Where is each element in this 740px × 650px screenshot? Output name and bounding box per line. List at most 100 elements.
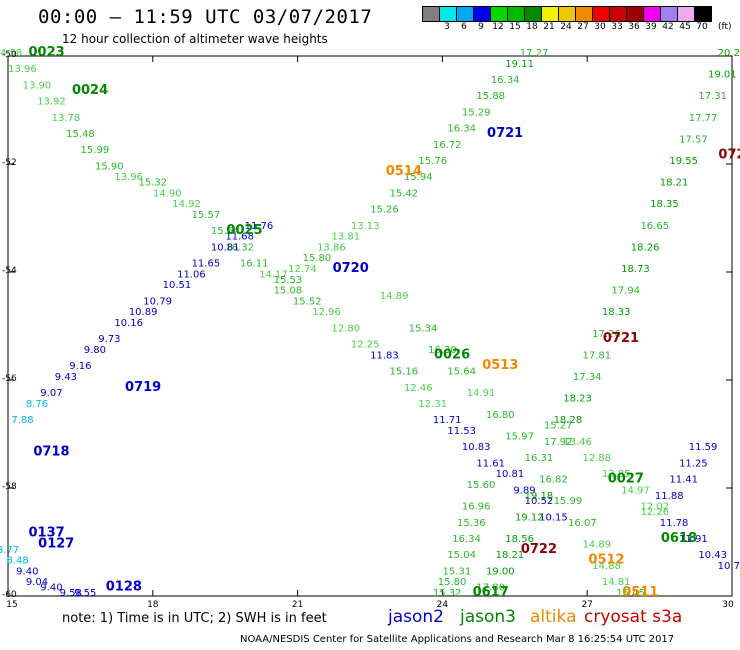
swh-value: 17.94 (611, 286, 640, 297)
swh-value: 16.30 (428, 345, 457, 356)
scale-swatch (559, 6, 576, 22)
swh-value: 10.79 (718, 561, 740, 572)
scale-swatch (422, 6, 440, 22)
swh-value: 12.80 (332, 323, 361, 334)
scale-label: 12 (492, 22, 504, 32)
scale-label: 9 (478, 22, 484, 32)
swh-value: 12.25 (351, 340, 380, 351)
swh-value: 11.25 (679, 458, 708, 469)
track-id-label: 0720 (333, 261, 369, 276)
y-tick-label: -60 (2, 590, 17, 600)
swh-value: 16.65 (640, 221, 669, 232)
swh-value: 17.31 (698, 91, 727, 102)
page-subtitle: 12 hour collection of altimeter wave hei… (62, 32, 328, 46)
swh-value: 16.96 (462, 502, 491, 513)
swh-value: 16.80 (486, 410, 515, 421)
scale-swatch (457, 6, 474, 22)
swh-value: 15.27 (544, 421, 573, 432)
swh-value: 10.89 (129, 307, 158, 318)
swh-value: 12.31 (418, 399, 447, 410)
legend-entry: cryosat s3a (584, 607, 683, 627)
scale-label: 45 (679, 22, 691, 32)
swh-value: 16.34 (447, 124, 476, 135)
swh-value: 15.16 (389, 367, 418, 378)
swh-value: 11.68 (225, 232, 254, 243)
x-tick-label: 15 (6, 600, 18, 610)
track-id-label: 0127 (38, 536, 74, 551)
x-tick-label: 27 (581, 600, 593, 610)
swh-value: 16.32 (225, 242, 254, 253)
swh-value: 15.90 (95, 161, 124, 172)
swh-value: 19.18 (525, 491, 554, 502)
swh-value: 13.85 (602, 469, 631, 480)
scale-swatch (661, 6, 678, 22)
scale-swatch (440, 6, 457, 22)
swh-value: 18.35 (650, 199, 679, 210)
swh-value: 15.80 (438, 577, 467, 588)
swh-value: 10.83 (462, 442, 491, 453)
swh-value: 18.33 (602, 307, 631, 318)
swh-value: 15.08 (274, 286, 303, 297)
swh-value: 15.64 (447, 367, 476, 378)
swh-value: 19.55 (669, 156, 698, 167)
swh-value: 9.80 (84, 345, 106, 356)
swh-value: 16.34 (452, 534, 481, 545)
track-id-label: 0718 (33, 445, 69, 460)
track-id-label: 0719 (125, 380, 161, 395)
swh-value: 19.11 (505, 59, 534, 70)
swh-value: 15.32 (138, 178, 167, 189)
swh-value: 13.92 (37, 97, 66, 108)
swh-value: 16.82 (539, 475, 568, 486)
swh-value: 12.46 (404, 383, 433, 394)
track-id-label: 0514 (386, 164, 422, 179)
swh-value: 11.06 (177, 269, 206, 280)
scale-label: 39 (645, 22, 657, 32)
swh-value: 9.16 (69, 361, 91, 372)
scale-label: 27 (577, 22, 589, 32)
scale-label: 24 (560, 22, 572, 32)
footnote: note: 1) Time is in UTC; 2) SWH is in fe… (62, 611, 327, 626)
swh-value: 16.72 (433, 140, 462, 151)
swh-value: 15.88 (476, 91, 505, 102)
swh-value: 14.90 (153, 188, 182, 199)
scale-swatch (627, 6, 644, 22)
swh-value: 10.81 (496, 469, 525, 480)
swh-value: 10.15 (539, 512, 568, 523)
swh-value: 14.91 (467, 388, 496, 399)
y-tick-label: -52 (2, 158, 17, 168)
swh-value: 11.53 (447, 426, 476, 437)
swh-value: 10.16 (114, 318, 143, 329)
swh-value: 15.48 (66, 129, 95, 140)
legend-entry: jason3 (460, 607, 516, 627)
swh-value: 17.26 (592, 329, 621, 340)
swh-value: 14.58 (0, 48, 22, 59)
swh-value: 11.83 (370, 350, 399, 361)
swh-value: 9.73 (98, 334, 120, 345)
track-id-label: 0511 (622, 585, 658, 600)
legend-entry: altika (530, 607, 577, 627)
x-tick-label: 21 (291, 600, 304, 610)
swh-value: 9.07 (40, 388, 62, 399)
swh-value: 15.42 (389, 188, 418, 199)
swh-value: 16.07 (568, 518, 597, 529)
swh-value: 15.76 (418, 156, 447, 167)
swh-value: 13.90 (23, 80, 52, 91)
x-tick-label: 24 (436, 600, 449, 610)
swh-value: 9.89 (513, 485, 535, 496)
scale-swatch (542, 6, 559, 22)
swh-value: 9.55 (74, 588, 96, 599)
swh-value: 18.73 (621, 264, 650, 275)
scale-label: 36 (628, 22, 640, 32)
swh-value: 9.40 (40, 583, 62, 594)
swh-value: 12.96 (312, 307, 341, 318)
swh-value: 11.78 (660, 518, 689, 529)
scale-swatch (644, 6, 661, 22)
scale-swatch (525, 6, 542, 22)
legend-entry: jason2 (388, 607, 444, 627)
swh-value: 14.88 (592, 561, 621, 572)
scale-label: 15 (509, 22, 521, 32)
scale-swatch (491, 6, 508, 22)
swh-value: 11.61 (476, 458, 505, 469)
swh-value: 15.94 (404, 172, 433, 183)
